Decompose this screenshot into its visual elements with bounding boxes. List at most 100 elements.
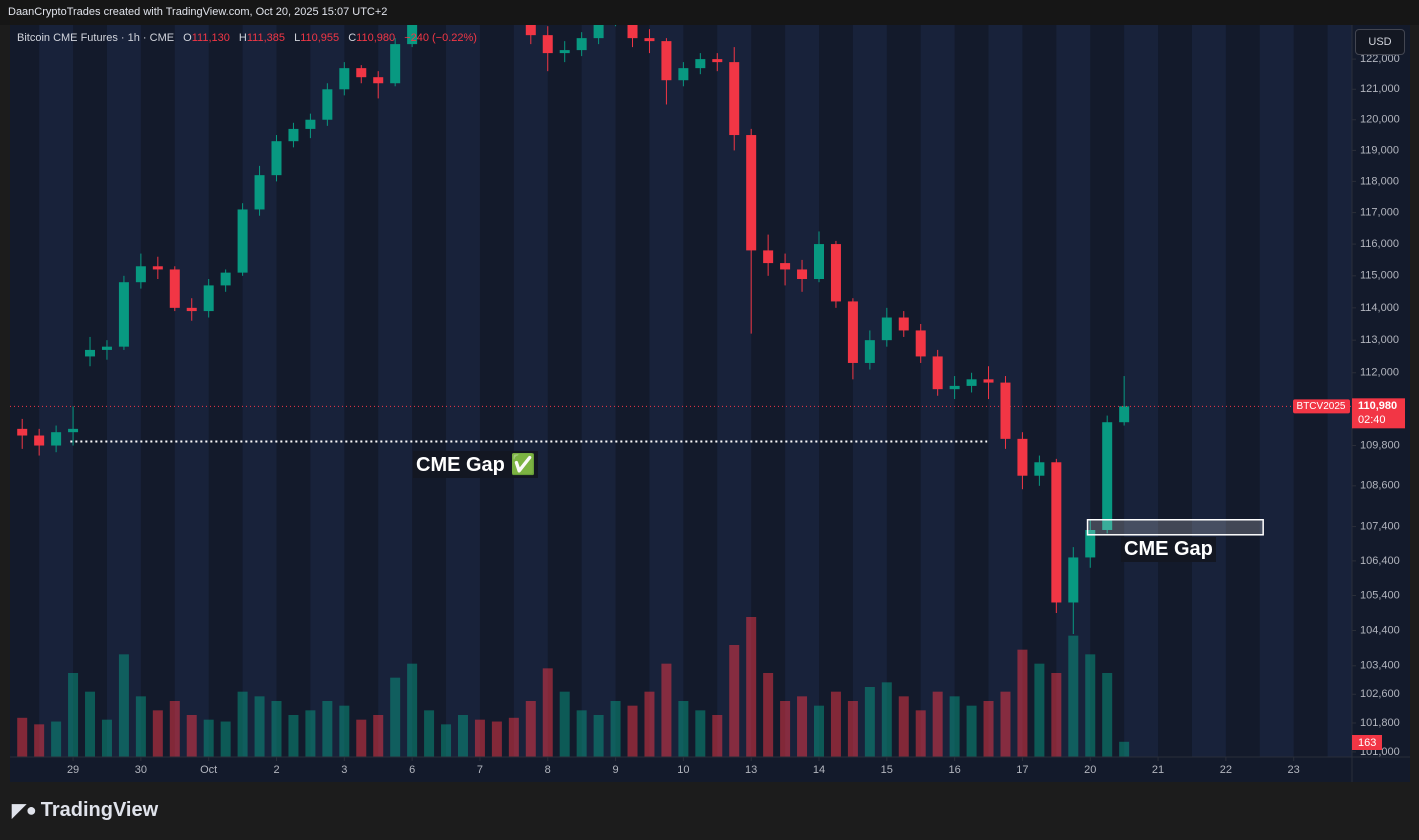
volume-bar — [661, 663, 672, 757]
candle-body — [85, 349, 96, 357]
volume-tag-text: 163 — [1358, 737, 1376, 749]
volume-bar — [1051, 673, 1062, 757]
candle-body — [813, 244, 824, 280]
candle-body — [17, 428, 28, 436]
candle-body — [559, 50, 570, 54]
ohlc-legend: Bitcoin CME Futures · 1h · CME O111,130 … — [17, 32, 477, 44]
session-band — [378, 25, 413, 757]
candle-body — [1000, 382, 1011, 439]
y-tick-label: 113,000 — [1360, 334, 1399, 346]
candle-body — [1068, 557, 1079, 603]
header-text: DaanCryptoTrades created with TradingVie… — [8, 6, 388, 18]
session-band — [310, 25, 345, 757]
candle-body — [797, 269, 808, 280]
candle-body — [746, 135, 757, 251]
volume-bar — [813, 705, 824, 757]
candle-body — [407, 25, 418, 45]
session-band — [1056, 25, 1091, 757]
session-band — [1124, 25, 1159, 757]
candle-body — [695, 59, 706, 69]
y-tick-label: 118,000 — [1360, 175, 1399, 187]
x-tick-label: 23 — [1288, 764, 1300, 776]
candle-body — [68, 428, 79, 433]
y-tick-label: 114,000 — [1360, 302, 1399, 314]
volume-bar — [288, 715, 299, 757]
candle-body — [966, 379, 977, 386]
volume-bar — [915, 710, 926, 757]
volume-bar — [780, 701, 791, 757]
volume-bar — [68, 673, 79, 757]
volume-bar — [898, 696, 909, 757]
session-band — [513, 25, 548, 757]
x-tick-label: 7 — [477, 764, 483, 776]
y-tick-label: 105,400 — [1360, 589, 1400, 601]
volume-bar — [34, 724, 45, 757]
volume-bar — [51, 721, 62, 757]
high-label: H — [238, 32, 247, 44]
change: −240 (−0.22%) — [404, 32, 477, 44]
volume-bar — [254, 696, 265, 757]
session-band — [174, 25, 209, 757]
candle-body — [525, 25, 536, 36]
volume-bar — [1085, 654, 1096, 757]
candle-body — [932, 356, 943, 390]
candle-body — [356, 68, 367, 78]
low-label: L — [294, 32, 301, 44]
logo-text: TradingView — [40, 799, 159, 821]
x-tick-label: 29 — [67, 764, 79, 776]
candle-body — [678, 68, 689, 81]
volume-bar — [542, 668, 553, 757]
volume-bar — [322, 701, 333, 757]
x-tick-label: 8 — [545, 764, 551, 776]
volume-bar — [101, 719, 112, 757]
volume-bar — [339, 705, 350, 757]
candle-body — [339, 68, 350, 90]
volume-bar — [593, 715, 604, 757]
candle-body — [847, 301, 858, 363]
volume-bar — [203, 719, 214, 757]
candle-body — [729, 62, 740, 136]
candle-body — [830, 244, 841, 302]
volume-bar — [441, 724, 452, 757]
volume-bar — [712, 715, 723, 757]
volume-bar — [695, 710, 706, 757]
volume-bar — [373, 715, 384, 757]
x-tick-label: 10 — [677, 764, 689, 776]
volume-bar — [474, 719, 485, 757]
currency-button[interactable]: USD — [1355, 29, 1405, 55]
volume-bar — [118, 654, 129, 757]
x-tick-label: Oct — [200, 764, 217, 776]
candle-body — [1017, 438, 1028, 476]
volume-bar — [305, 710, 316, 757]
x-tick-label: 21 — [1152, 764, 1164, 776]
session-band — [785, 25, 819, 757]
session-band — [649, 25, 684, 757]
session-band — [106, 25, 141, 757]
low-value: 110,955 — [300, 32, 340, 44]
annotation-label: CME Gap — [1121, 537, 1216, 562]
candle-body — [644, 38, 655, 42]
open-label: O — [183, 32, 192, 44]
symbol-tag-text: BTCV2025 — [1297, 401, 1346, 412]
x-tick-label: 20 — [1084, 764, 1096, 776]
volume-bar — [271, 701, 282, 757]
candle-body — [864, 340, 875, 363]
candle-body — [627, 25, 638, 39]
volume-bar — [525, 701, 536, 757]
candle-body — [34, 435, 45, 446]
high-value: 111,385 — [246, 32, 286, 44]
volume-bar — [508, 717, 519, 757]
volume-bar — [1119, 741, 1130, 757]
candle-body — [1034, 462, 1045, 476]
volume-bar — [237, 691, 248, 757]
candle-body — [915, 330, 926, 357]
x-tick-label: 16 — [948, 764, 960, 776]
header-bar — [0, 0, 1419, 25]
volume-bar — [847, 701, 858, 757]
candle-body — [898, 317, 909, 331]
candle-body — [237, 209, 248, 273]
axes: 122,000 121,000 120,000 119,000 118,000 117,0… — [67, 53, 1405, 776]
symbol: Bitcoin CME Futures · 1h · CME — [17, 32, 175, 44]
volume-bar — [186, 715, 197, 757]
